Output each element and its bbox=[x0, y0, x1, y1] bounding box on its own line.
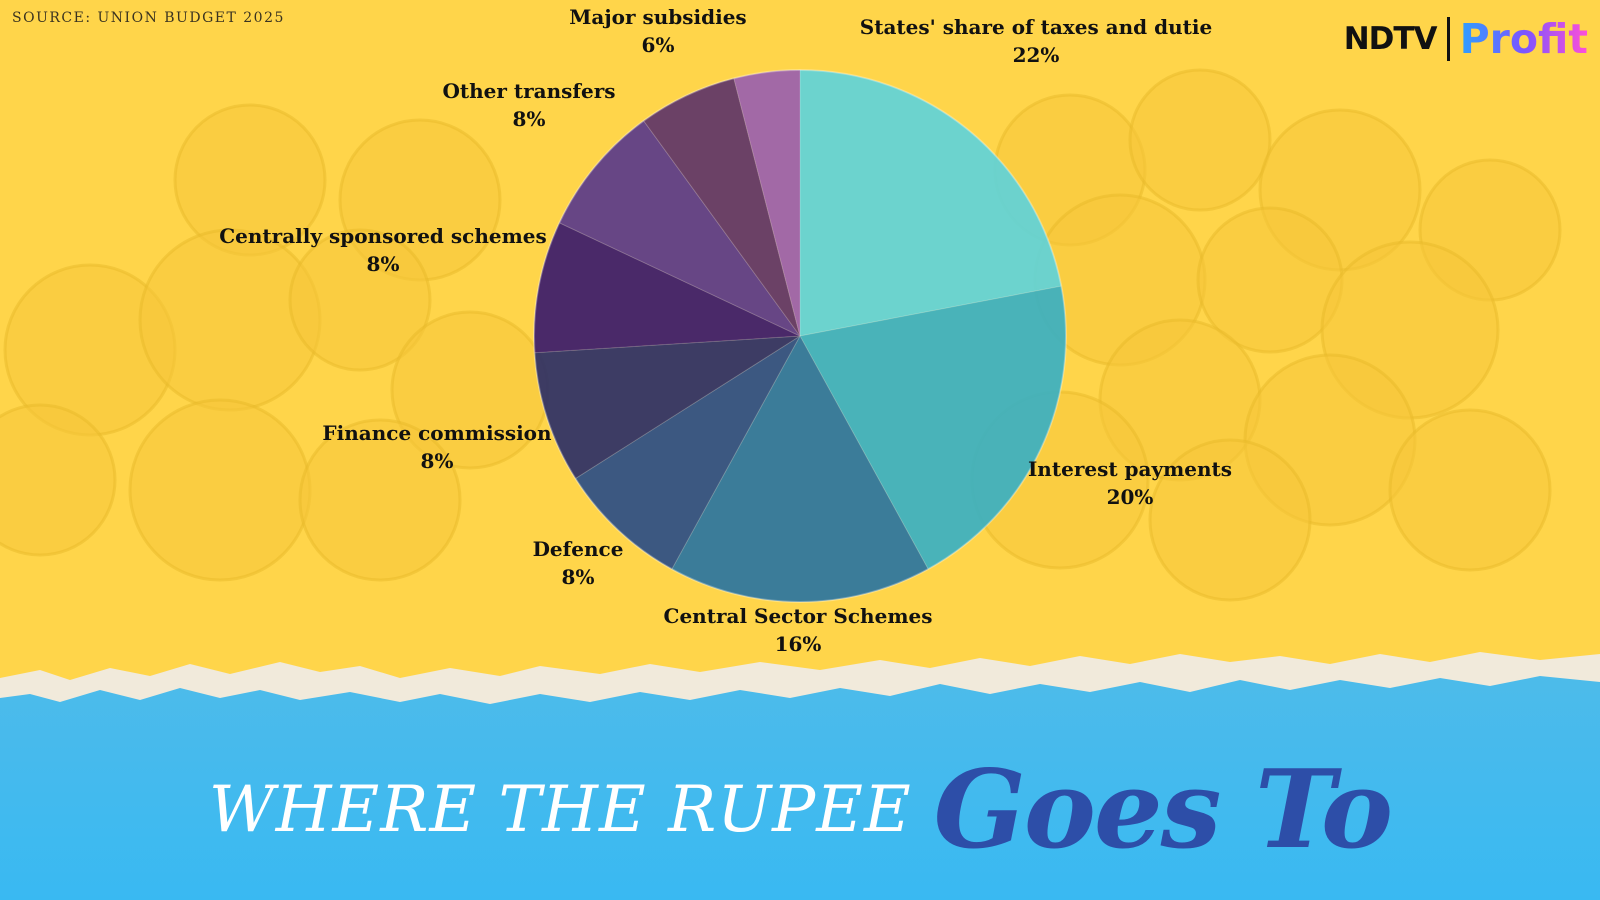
coins-background bbox=[0, 68, 1562, 602]
pie-slice bbox=[799, 69, 1062, 337]
slice-label: Finance commission bbox=[322, 421, 552, 445]
slice-value-label: 16% bbox=[775, 632, 822, 656]
pie-slice bbox=[733, 69, 801, 337]
slice-label: Interest payments bbox=[1028, 457, 1232, 481]
slice-value-label: 20% bbox=[1107, 485, 1154, 509]
slice-value-label: 22% bbox=[1013, 43, 1060, 67]
source-note: SOURCE: UNION BUDGET 2025 bbox=[12, 10, 285, 26]
slice-value-label: 8% bbox=[421, 449, 454, 473]
pie-slice bbox=[574, 335, 801, 570]
pie-slice bbox=[671, 334, 929, 603]
pie-slice bbox=[533, 222, 801, 354]
slice-value-label: 8% bbox=[562, 565, 595, 589]
torn-paper-banner bbox=[0, 652, 1600, 900]
pie-labels: States' share of taxes and dutie 22% Inter… bbox=[219, 5, 1232, 656]
pie-slice bbox=[558, 120, 801, 337]
headline-part-1: WHERE THE RUPEE bbox=[208, 773, 912, 847]
slice-label: Centrally sponsored schemes bbox=[219, 224, 546, 248]
logo-ndtv-text: NDTV bbox=[1343, 21, 1438, 57]
slice-value-label: 8% bbox=[513, 107, 546, 131]
slice-label: Major subsidies bbox=[569, 5, 746, 29]
pie-slice bbox=[533, 335, 801, 480]
coin-rim bbox=[533, 69, 1067, 603]
headline-part-2: Goes To bbox=[933, 747, 1393, 873]
slice-label: Other transfers bbox=[442, 79, 615, 103]
headline: WHERE THE RUPEE Goes To bbox=[0, 740, 1600, 880]
slice-value-label: 6% bbox=[642, 33, 675, 57]
slice-label: Defence bbox=[533, 537, 624, 561]
pie-slice bbox=[799, 285, 1067, 570]
pie-slice bbox=[642, 77, 801, 337]
slice-label: Central Sector Schemes bbox=[664, 604, 933, 628]
slice-value-label: 8% bbox=[367, 252, 400, 276]
pie-slices bbox=[533, 69, 1067, 603]
logo-profit-text: Profit bbox=[1459, 15, 1588, 63]
logo-divider bbox=[1446, 17, 1450, 61]
brand-logo: NDTV Profit bbox=[1344, 14, 1588, 64]
pie-chart: States' share of taxes and dutie 22% Inter… bbox=[219, 5, 1232, 656]
slice-label: States' share of taxes and dutie bbox=[860, 15, 1212, 39]
